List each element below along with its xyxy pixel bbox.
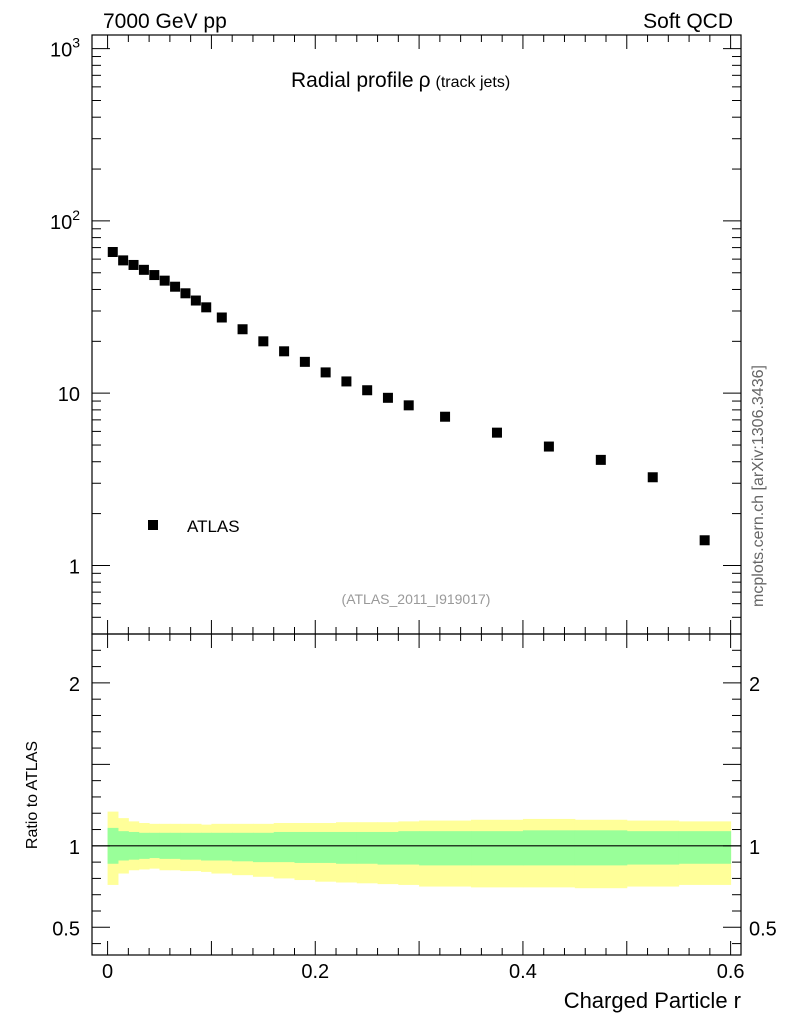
data-point-8 (190, 295, 201, 306)
main-ytick-label-base-3: 10 (50, 40, 72, 62)
data-point-12 (258, 336, 269, 347)
main-ytick-label-3: 103 (50, 35, 80, 62)
main-title-sub: (track jets) (436, 74, 511, 91)
ratio-ytick-label-left-2: 2 (69, 674, 80, 696)
main-ytick-label-base-2: 10 (50, 212, 72, 234)
ratio-uncertainty-bands (92, 811, 741, 889)
y-axis-title-ratio: Ratio to ATLAS (24, 741, 41, 849)
side-source-label: mcplots.cern.ch [arXiv:1306.3436] (750, 365, 767, 607)
ratio-band-1-bin-19 (398, 831, 420, 865)
ratio-band-1-bin-9 (201, 832, 212, 861)
analysis-id-label: (ATLAS_2011_I919017) (342, 591, 491, 607)
data-point-16 (341, 376, 352, 387)
data-point-10 (216, 312, 227, 323)
ratio-band-1-bin-25 (678, 831, 732, 864)
main-ytick-label-1: 10 (58, 384, 80, 406)
xtick-label-1: 0.2 (301, 961, 329, 983)
ratio-band-1-bin-13 (273, 831, 295, 863)
ratio-band-1-bin-12 (252, 832, 275, 863)
ratio-band-1-bin-14 (294, 831, 316, 863)
data-point-9 (201, 302, 212, 313)
main-ytick-label-2: 102 (50, 207, 80, 234)
data-point-3 (138, 264, 149, 275)
main-ytick-label-sup-2: 2 (72, 207, 80, 223)
data-point-0 (107, 246, 118, 257)
ratio-band-1-bin-17 (356, 831, 379, 864)
ratio-band-1-bin-23 (574, 830, 628, 866)
data-point-21 (491, 427, 502, 438)
ratio-band-1-bin-21 (471, 831, 524, 866)
ratio-ytick-label-left-0: 0.5 (52, 918, 80, 940)
x-axis-title: Charged Particle r (564, 988, 741, 1013)
plot-labels: 7000 GeV pp Soft QCD Radial profile ρ (track… (24, 10, 777, 1013)
data-point-11 (237, 324, 248, 335)
xtick-label-3: 0.6 (717, 961, 745, 983)
header-left-label: 7000 GeV pp (103, 10, 227, 33)
data-point-7 (180, 288, 191, 299)
ratio-band-1-bin-24 (626, 831, 680, 865)
ratio-ytick-label-left-1: 1 (69, 837, 80, 859)
legend-label-atlas: ATLAS (187, 517, 240, 536)
main-data-markers (107, 246, 710, 546)
data-point-24 (647, 472, 658, 483)
data-point-2 (128, 259, 139, 270)
ratio-band-1-bin-11 (232, 832, 254, 862)
xtick-label-0: 0 (102, 961, 113, 983)
data-point-18 (382, 392, 393, 403)
ratio-band-1-bin-18 (377, 831, 399, 865)
xtick-label-2: 0.4 (509, 961, 537, 983)
main-title-symbol: ρ (419, 69, 431, 92)
data-point-19 (403, 400, 414, 411)
main-frame (91, 34, 742, 635)
data-point-22 (543, 441, 554, 452)
header-right-label: Soft QCD (643, 10, 733, 33)
data-point-14 (299, 356, 310, 367)
data-point-4 (149, 270, 160, 281)
data-point-15 (320, 367, 331, 378)
ratio-band-1-bin-15 (315, 831, 337, 863)
ratio-band-1-bin-20 (419, 831, 472, 866)
ratio-band-1-bin-22 (522, 830, 576, 866)
ratio-frame (91, 633, 742, 956)
main-title-text: Radial profile (291, 69, 414, 92)
main-ytick-label-sup-3: 3 (72, 35, 80, 51)
data-point-23 (595, 454, 606, 465)
data-point-20 (440, 411, 451, 422)
data-point-5 (159, 275, 170, 286)
ratio-band-1-bin-10 (211, 832, 233, 861)
ratio-band-1-bin-16 (336, 831, 358, 864)
main-ytick-label-0: 1 (69, 556, 80, 578)
ratio-ytick-label-right-2: 2 (749, 674, 760, 696)
data-point-25 (699, 535, 710, 546)
main-title: Radial profile ρ (track jets) (291, 69, 510, 92)
axes-frames (91, 34, 742, 956)
ratio-ytick-label-right-1: 1 (749, 837, 760, 859)
legend-marker-atlas (148, 520, 158, 530)
ratio-ytick-label-right-0: 0.5 (749, 918, 777, 940)
data-point-17 (362, 385, 373, 396)
data-point-6 (170, 281, 181, 292)
data-point-1 (118, 255, 129, 266)
data-point-13 (279, 346, 290, 357)
